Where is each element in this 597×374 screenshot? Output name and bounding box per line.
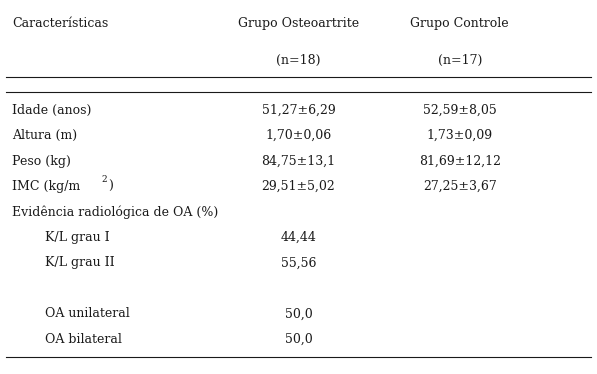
Text: 52,59±8,05: 52,59±8,05 xyxy=(423,104,497,117)
Text: 55,56: 55,56 xyxy=(281,257,316,269)
Text: 50,0: 50,0 xyxy=(285,307,312,320)
Text: 81,69±12,12: 81,69±12,12 xyxy=(418,155,501,168)
Text: 51,27±6,29: 51,27±6,29 xyxy=(261,104,336,117)
Text: 29,51±5,02: 29,51±5,02 xyxy=(261,180,336,193)
Text: IMC (kg/m: IMC (kg/m xyxy=(12,180,80,193)
Text: 84,75±13,1: 84,75±13,1 xyxy=(261,155,336,168)
Text: Grupo Osteoartrite: Grupo Osteoartrite xyxy=(238,17,359,30)
Text: 50,0: 50,0 xyxy=(285,333,312,346)
Text: Altura (m): Altura (m) xyxy=(12,129,77,142)
Text: Peso (kg): Peso (kg) xyxy=(12,155,71,168)
Text: ): ) xyxy=(108,180,113,193)
Text: Evidência radiológica de OA (%): Evidência radiológica de OA (%) xyxy=(12,205,218,219)
Text: Grupo Controle: Grupo Controle xyxy=(410,17,509,30)
Text: 1,73±0,09: 1,73±0,09 xyxy=(427,129,493,142)
Text: 1,70±0,06: 1,70±0,06 xyxy=(266,129,331,142)
Text: 27,25±3,67: 27,25±3,67 xyxy=(423,180,497,193)
Text: K/L grau II: K/L grau II xyxy=(45,257,115,269)
Text: OA bilateral: OA bilateral xyxy=(45,333,122,346)
Text: Idade (anos): Idade (anos) xyxy=(12,104,91,117)
Text: K/L grau I: K/L grau I xyxy=(45,231,109,244)
Text: OA unilateral: OA unilateral xyxy=(45,307,130,320)
Text: Características: Características xyxy=(12,17,108,30)
Text: (n=17): (n=17) xyxy=(438,54,482,67)
Text: 2: 2 xyxy=(101,175,107,184)
Text: 44,44: 44,44 xyxy=(281,231,316,244)
Text: (n=18): (n=18) xyxy=(276,54,321,67)
